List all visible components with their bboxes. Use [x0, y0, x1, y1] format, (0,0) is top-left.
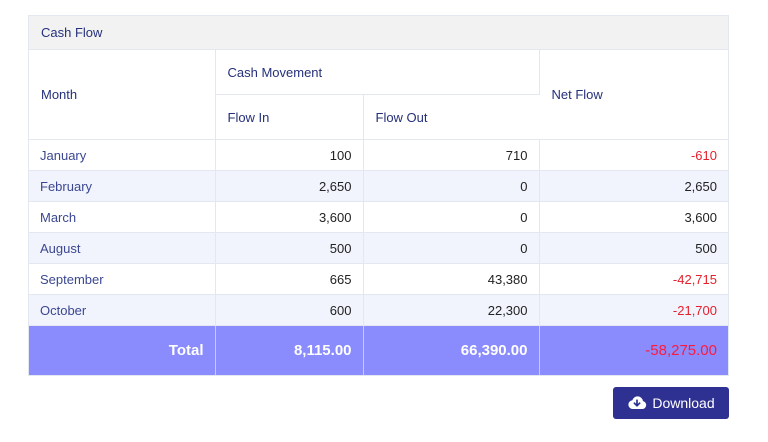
- header-row: Month Cash Movement Net Flow: [29, 50, 728, 140]
- panel-title: Cash Flow: [29, 16, 728, 50]
- flow-in-cell: 3,600: [215, 201, 364, 233]
- month-cell: August: [29, 232, 216, 264]
- month-cell: January: [29, 139, 216, 171]
- subheader-row: Flow In Flow Out: [29, 94, 728, 140]
- net-flow-cell: -21,700: [539, 294, 728, 326]
- flow-out-cell: 43,380: [363, 263, 540, 295]
- flow-out-cell: 22,300: [363, 294, 540, 326]
- net-flow-cell: 2,650: [539, 170, 728, 202]
- flow-in-cell: 500: [215, 232, 364, 264]
- flow-out-cell: 710: [363, 139, 540, 171]
- column-header-net-flow: Net Flow: [539, 50, 728, 140]
- download-button[interactable]: Download: [613, 387, 729, 419]
- month-cell: October: [29, 294, 216, 326]
- column-header-month: Month: [29, 50, 216, 140]
- flow-in-cell: 600: [215, 294, 364, 326]
- flow-in-cell: 100: [215, 139, 364, 171]
- net-flow-cell: -610: [539, 139, 728, 171]
- total-net-flow: -58,275.00: [539, 325, 728, 375]
- net-flow-cell: -42,715: [539, 263, 728, 295]
- flow-out-cell: 0: [363, 170, 540, 202]
- month-cell: February: [29, 170, 216, 202]
- flow-out-cell: 0: [363, 201, 540, 233]
- column-header-flow-out: Flow Out: [363, 94, 539, 140]
- table-row: October 600 22,300 -21,700: [29, 294, 728, 326]
- cash-flow-panel: Cash Flow Month Cash Movement Net Flow F…: [28, 15, 729, 376]
- net-flow-cell: 500: [539, 232, 728, 264]
- download-label: Download: [652, 395, 715, 411]
- column-header-flow-in: Flow In: [215, 94, 364, 140]
- table-row: August 500 0 500: [29, 232, 728, 264]
- cash-flow-table: Month Cash Movement Net Flow Flow In Flo…: [29, 50, 728, 375]
- total-flow-out: 66,390.00: [363, 325, 540, 375]
- month-cell: September: [29, 263, 216, 295]
- total-label: Total: [29, 325, 216, 375]
- total-row: Total 8,115.00 66,390.00 -58,275.00: [29, 325, 728, 375]
- flow-out-cell: 0: [363, 232, 540, 264]
- month-cell: March: [29, 201, 216, 233]
- table-row: March 3,600 0 3,600: [29, 201, 728, 233]
- net-flow-cell: 3,600: [539, 201, 728, 233]
- flow-in-cell: 665: [215, 263, 364, 295]
- table-row: September 665 43,380 -42,715: [29, 263, 728, 295]
- column-header-cash-movement: Cash Movement: [215, 50, 540, 95]
- flow-in-cell: 2,650: [215, 170, 364, 202]
- cloud-download-icon: [627, 396, 647, 410]
- total-flow-in: 8,115.00: [215, 325, 364, 375]
- table-row: February 2,650 0 2,650: [29, 170, 728, 202]
- table-row: January 100 710 -610: [29, 139, 728, 171]
